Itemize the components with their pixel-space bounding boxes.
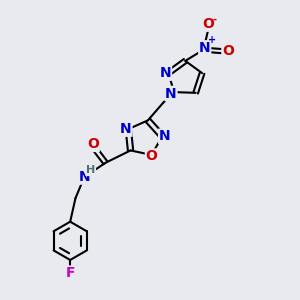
Text: O: O: [87, 137, 99, 151]
Text: N: N: [159, 129, 170, 143]
Text: F: F: [65, 266, 75, 280]
Text: N: N: [199, 41, 211, 55]
Text: N: N: [79, 170, 90, 184]
Text: O: O: [222, 44, 234, 58]
Text: +: +: [208, 35, 216, 45]
Text: H: H: [86, 166, 95, 176]
Text: N: N: [120, 122, 132, 136]
Text: O: O: [202, 17, 214, 31]
Text: O: O: [146, 149, 158, 163]
Text: -: -: [212, 14, 217, 24]
Text: N: N: [160, 66, 171, 80]
Text: N: N: [165, 87, 177, 100]
